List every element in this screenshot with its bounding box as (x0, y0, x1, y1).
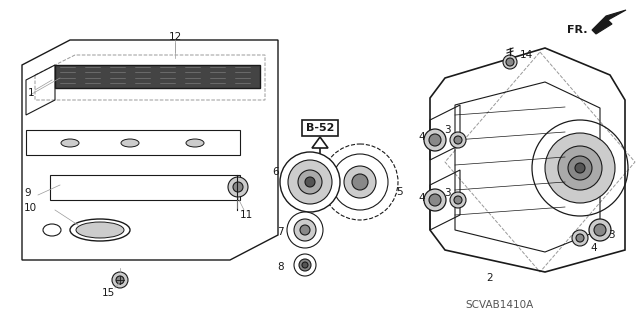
Text: 4: 4 (590, 243, 596, 253)
Text: SCVAB1410A: SCVAB1410A (466, 300, 534, 310)
Circle shape (454, 196, 462, 204)
Circle shape (300, 225, 310, 235)
Circle shape (294, 254, 316, 276)
Text: FR.: FR. (568, 25, 588, 35)
Text: 4: 4 (418, 193, 424, 203)
Text: 6: 6 (272, 167, 278, 177)
Circle shape (298, 170, 322, 194)
Text: 8: 8 (277, 262, 284, 272)
Circle shape (424, 189, 446, 211)
Polygon shape (592, 10, 626, 34)
Text: 3: 3 (608, 230, 614, 240)
Text: 15: 15 (101, 288, 115, 298)
Circle shape (287, 212, 323, 248)
Circle shape (454, 136, 462, 144)
Circle shape (280, 152, 340, 212)
Circle shape (506, 58, 514, 66)
Ellipse shape (121, 139, 139, 147)
Circle shape (332, 154, 388, 210)
Circle shape (503, 55, 517, 69)
Circle shape (352, 174, 368, 190)
Circle shape (429, 194, 441, 206)
Text: 14: 14 (520, 50, 533, 60)
Polygon shape (312, 137, 328, 148)
Text: 3: 3 (444, 125, 451, 135)
Circle shape (288, 160, 332, 204)
Circle shape (558, 146, 602, 190)
Text: 10: 10 (24, 203, 37, 213)
Circle shape (299, 259, 311, 271)
Circle shape (545, 133, 615, 203)
Ellipse shape (76, 222, 124, 238)
Polygon shape (55, 65, 260, 88)
Circle shape (589, 219, 611, 241)
Circle shape (344, 166, 376, 198)
Text: 12: 12 (168, 32, 182, 42)
Circle shape (294, 219, 316, 241)
Circle shape (228, 177, 248, 197)
Text: 7: 7 (277, 227, 284, 237)
Circle shape (424, 129, 446, 151)
Circle shape (112, 272, 128, 288)
Circle shape (233, 182, 243, 192)
Circle shape (575, 163, 585, 173)
Circle shape (305, 177, 315, 187)
Circle shape (429, 134, 441, 146)
Text: 5: 5 (396, 187, 403, 197)
Circle shape (302, 262, 308, 268)
Circle shape (116, 276, 124, 284)
Circle shape (450, 132, 466, 148)
Text: 2: 2 (486, 273, 493, 283)
Ellipse shape (186, 139, 204, 147)
Ellipse shape (70, 219, 130, 241)
Text: 4: 4 (418, 132, 424, 142)
Text: 11: 11 (240, 210, 253, 220)
Circle shape (572, 230, 588, 246)
Circle shape (576, 234, 584, 242)
Text: B-52: B-52 (306, 123, 334, 133)
Circle shape (594, 224, 606, 236)
Ellipse shape (43, 224, 61, 236)
Text: 3: 3 (444, 188, 451, 198)
Text: 1: 1 (28, 88, 35, 98)
Ellipse shape (61, 139, 79, 147)
Circle shape (450, 192, 466, 208)
Text: 9: 9 (24, 188, 31, 198)
Circle shape (568, 156, 592, 180)
